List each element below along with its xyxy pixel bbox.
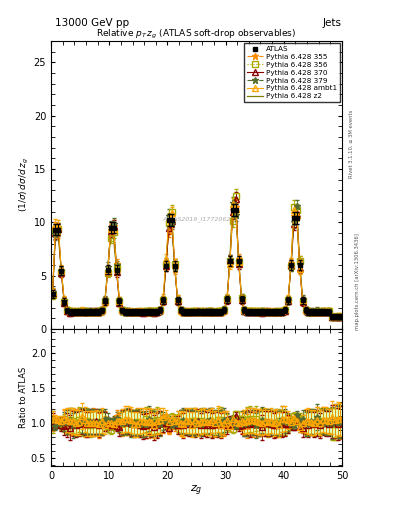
Pythia 6.428 z2 [338,314,343,320]
Text: Rivet 3.1.10, ≥ 3M events: Rivet 3.1.10, ≥ 3M events [349,109,354,178]
Pythia 6.428 z2 [318,309,323,315]
Pythia 6.428 z2 [50,291,55,297]
Pythia 6.428 z2 [231,197,235,203]
Pythia 6.428 z2 [105,267,110,273]
Pythia 6.428 z2 [327,309,331,315]
Title: Relative $p_T\,z_g$ (ATLAS soft-drop observables): Relative $p_T\,z_g$ (ATLAS soft-drop obs… [96,28,297,41]
Text: Jets: Jets [323,18,342,28]
Line: Pythia 6.428 z2: Pythia 6.428 z2 [53,200,340,317]
Text: ATLAS2019_I1772062: ATLAS2019_I1772062 [162,217,231,222]
Pythia 6.428 z2 [198,309,203,315]
Y-axis label: Ratio to ATLAS: Ratio to ATLAS [19,367,28,428]
Text: map.plots.cern.ch [arXiv:1306.3436]: map.plots.cern.ch [arXiv:1306.3436] [355,233,360,330]
Pythia 6.428 z2 [117,298,122,304]
Text: 13000 GeV pp: 13000 GeV pp [55,18,129,28]
Pythia 6.428 z2 [222,307,226,313]
Legend: ATLAS, Pythia 6.428 355, Pythia 6.428 356, Pythia 6.428 370, Pythia 6.428 379, P: ATLAS, Pythia 6.428 355, Pythia 6.428 35… [244,43,340,102]
X-axis label: $z_g$: $z_g$ [190,483,203,498]
Y-axis label: $(1/\sigma)\,d\sigma/d\,z_g$: $(1/\sigma)\,d\sigma/d\,z_g$ [18,157,31,212]
